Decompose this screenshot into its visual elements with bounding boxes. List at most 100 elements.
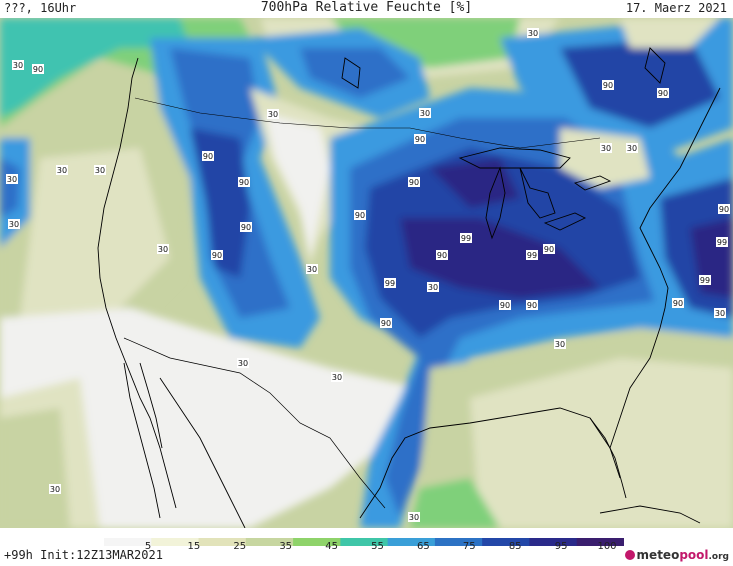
svg-text:90: 90 <box>719 205 729 214</box>
colorbar-segment <box>198 538 247 546</box>
contour-label: 90 <box>672 298 684 308</box>
svg-text:30: 30 <box>57 166 67 175</box>
colorbar-segment <box>151 538 200 546</box>
map-footer: 5 15 25 35 45 55 65 75 85 95 100 +99h Init:12Z13MA… <box>0 528 733 566</box>
svg-text:90: 90 <box>381 319 391 328</box>
svg-text:30: 30 <box>332 373 342 382</box>
contour-label: 90 <box>202 151 214 161</box>
svg-text:90: 90 <box>527 301 537 310</box>
colorbar-segment <box>576 538 625 546</box>
svg-text:99: 99 <box>700 276 710 285</box>
svg-text:90: 90 <box>437 251 447 260</box>
contour-label: 90 <box>499 300 511 310</box>
contour-label: 90 <box>718 204 730 214</box>
svg-text:30: 30 <box>715 309 725 318</box>
svg-text:30: 30 <box>555 340 565 349</box>
contour-label: 30 <box>306 264 318 274</box>
svg-text:30: 30 <box>528 29 538 38</box>
init-time-label: +99h Init:12Z13MAR2021 <box>4 548 163 562</box>
svg-text:30: 30 <box>420 109 430 118</box>
contour-label: 30 <box>6 174 18 184</box>
logo-text-meteo: meteo <box>636 548 680 562</box>
map-canvas: 30 90 30 30 30 30 90 90 90 90 30 30 30 90 90 90 99 90 99 90… <box>0 18 733 528</box>
contour-label: 30 <box>419 108 431 118</box>
svg-text:90: 90 <box>658 89 668 98</box>
contour-label: 90 <box>414 134 426 144</box>
svg-text:90: 90 <box>415 135 425 144</box>
svg-text:30: 30 <box>50 485 60 494</box>
svg-text:90: 90 <box>673 299 683 308</box>
svg-text:99: 99 <box>461 234 471 243</box>
logo-text-pool: pool <box>679 548 709 562</box>
svg-text:90: 90 <box>239 178 249 187</box>
contour-label: 99 <box>716 237 728 247</box>
svg-text:30: 30 <box>95 166 105 175</box>
colorbar <box>104 531 625 546</box>
contour-label: 99 <box>699 275 711 285</box>
colorbar-segment <box>104 538 152 546</box>
contour-label: 30 <box>427 282 439 292</box>
forecast-date: 17. Maerz 2021 <box>625 1 727 15</box>
contour-label: 90 <box>240 222 252 232</box>
colorbar-tick-label: 5 <box>144 541 152 552</box>
contour-label: 30 <box>12 60 24 70</box>
humidity-field <box>0 18 733 528</box>
svg-text:99: 99 <box>717 238 727 247</box>
svg-text:30: 30 <box>7 175 17 184</box>
colorbar-tick-label: 65 <box>417 541 430 552</box>
svg-text:90: 90 <box>241 223 251 232</box>
contour-label: 90 <box>354 210 366 220</box>
contour-label: 90 <box>408 177 420 187</box>
contour-label: 30 <box>49 484 61 494</box>
contour-label: 30 <box>8 219 20 229</box>
colorbar-tick-label: 45 <box>325 541 338 552</box>
svg-text:30: 30 <box>627 144 637 153</box>
contour-label: 99 <box>526 250 538 260</box>
colorbar-segment <box>340 538 389 546</box>
contour-label: 30 <box>714 308 726 318</box>
contour-label: 90 <box>380 318 392 328</box>
humidity-map[interactable]: 30 90 30 30 30 30 90 90 90 90 30 30 30 90 90 90 99 90 99 90… <box>0 18 733 528</box>
colorbar-segment <box>434 538 483 546</box>
svg-text:30: 30 <box>268 110 278 119</box>
colorbar-segment <box>293 538 341 546</box>
contour-label: 30 <box>267 109 279 119</box>
svg-text:90: 90 <box>544 245 554 254</box>
svg-text:30: 30 <box>409 513 419 522</box>
svg-text:99: 99 <box>527 251 537 260</box>
colorbar-tick-label: 55 <box>371 541 384 552</box>
forecast-time-label: ???, 16Uhr <box>4 1 77 15</box>
logo-icon <box>624 550 635 560</box>
svg-text:30: 30 <box>601 144 611 153</box>
contour-label: 30 <box>600 143 612 153</box>
svg-text:90: 90 <box>212 251 222 260</box>
svg-text:90: 90 <box>603 81 613 90</box>
svg-text:30: 30 <box>158 245 168 254</box>
contour-label: 30 <box>527 28 539 38</box>
colorbar-tick-label: 100 <box>597 541 617 552</box>
contour-labels: 30 90 30 30 30 30 90 90 90 90 30 30 30 90 90 90 99 90 99 90… <box>6 28 730 522</box>
contour-label: 90 <box>526 300 538 310</box>
svg-text:30: 30 <box>428 283 438 292</box>
map-title: 700hPa Relative Feuchte [%] <box>260 0 473 15</box>
colorbar-tick-label: 75 <box>462 541 476 552</box>
contour-label: 30 <box>626 143 638 153</box>
contour-label: 30 <box>331 372 343 382</box>
contour-label: 90 <box>238 177 250 187</box>
svg-text:30: 30 <box>238 359 248 368</box>
svg-text:30: 30 <box>9 220 19 229</box>
svg-text:30: 30 <box>307 265 317 274</box>
svg-text:90: 90 <box>33 65 43 74</box>
contour-label: 30 <box>56 165 68 175</box>
contour-label: 30 <box>554 339 566 349</box>
map-header: ???, 16Uhr 700hPa Relative Feuchte [%] 1… <box>0 0 733 18</box>
contour-label: 99 <box>460 233 472 243</box>
svg-text:99: 99 <box>385 279 395 288</box>
svg-text:30: 30 <box>13 61 23 70</box>
contour-label: 90 <box>436 250 448 260</box>
coastlines <box>97 47 721 528</box>
logo-text-org: .org <box>708 552 729 562</box>
colorbar-segment <box>529 538 578 546</box>
contour-label: 90 <box>543 244 555 254</box>
meteopool-logo[interactable]: meteopool.org <box>624 548 729 562</box>
